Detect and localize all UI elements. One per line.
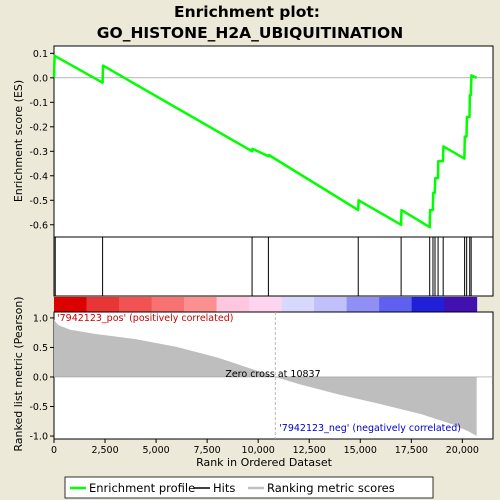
- colorbar-segment: [379, 297, 413, 312]
- colorbar-segment: [119, 297, 153, 312]
- metric-y-tick-label: 0.5: [33, 343, 48, 354]
- es-y-tick-label: -0.6: [29, 220, 48, 231]
- colorbar-segment: [86, 297, 120, 312]
- neg-correlated-label: '7942123_neg' (negatively correlated): [279, 423, 461, 434]
- colorbar-segment: [216, 297, 250, 312]
- metric-y-tick-label: -1.0: [29, 432, 48, 443]
- zero-cross-label: Zero cross at 10837: [225, 369, 320, 380]
- metric-y-tick-label: -0.5: [29, 402, 48, 413]
- x-tick-label: 2,500: [91, 445, 118, 456]
- legend: Enrichment profile Hits Ranking metric s…: [64, 476, 434, 499]
- metric-y-tick-label: 1.0: [33, 313, 48, 324]
- x-tick-label: 0: [51, 445, 57, 456]
- x-tick-label: 17,500: [395, 445, 428, 456]
- es-y-axis-label: Enrichment score (ES): [12, 80, 25, 202]
- colorbar-segment: [151, 297, 185, 312]
- x-tick-label: 5,000: [142, 445, 169, 456]
- rank-colorbar: [54, 297, 478, 312]
- enrichment-profile-line: [52, 54, 478, 229]
- colorbar-segment: [444, 297, 478, 312]
- colorbar-segment: [281, 297, 315, 312]
- colorbar-segment: [314, 297, 348, 312]
- es-layer: [52, 54, 493, 229]
- es-y-tick-label: 0.0: [33, 73, 48, 84]
- metric-layer: [54, 312, 493, 439]
- colorbar-segment: [249, 297, 283, 312]
- legend-metric-label: Ranking metric scores: [267, 481, 395, 495]
- metric-y-axis-label: Ranked list metric (Pearson): [12, 296, 25, 451]
- x-tick-label: 10,000: [242, 445, 275, 456]
- legend-enrichment-label: Enrichment profile: [89, 481, 195, 495]
- x-axis-label: Rank in Ordered Dataset: [196, 456, 333, 469]
- es-y-tick-label: -0.1: [29, 98, 48, 109]
- es-y-tick-label: -0.3: [29, 147, 48, 158]
- es-y-tick-label: -0.2: [29, 122, 48, 133]
- hits-layer: [54, 237, 472, 296]
- chart-title-line2: GO_HISTONE_H2A_UBIQUITINATION: [97, 24, 403, 42]
- es-y-tick-label: 0.1: [33, 49, 48, 60]
- x-tick-label: 7,500: [194, 445, 221, 456]
- colorbar-segment: [54, 297, 88, 312]
- colorbar-segment: [411, 297, 445, 312]
- ranking-metric-area: [54, 319, 477, 437]
- hits-panel: [53, 236, 494, 297]
- pos-correlated-label: '7942123_pos' (positively correlated): [57, 313, 233, 324]
- chart-title-line1: Enrichment plot:: [174, 3, 320, 21]
- es-y-tick-label: -0.5: [29, 196, 48, 207]
- x-tick-label: 20,000: [446, 445, 479, 456]
- legend-hits-label: Hits: [213, 481, 235, 495]
- es-y-tick-label: -0.4: [29, 171, 48, 182]
- colorbar-segment: [346, 297, 380, 312]
- axes-layer: -0.6 -0.5 -0.4 -0.3 -0.2 -0.1 0.0 0.1 -1.0 -0.5 0.…: [29, 49, 479, 456]
- colorbar-segment: [184, 297, 218, 312]
- metric-y-tick-label: 0.0: [33, 372, 48, 383]
- x-tick-label: 12,500: [293, 445, 326, 456]
- x-tick-label: 15,000: [344, 445, 377, 456]
